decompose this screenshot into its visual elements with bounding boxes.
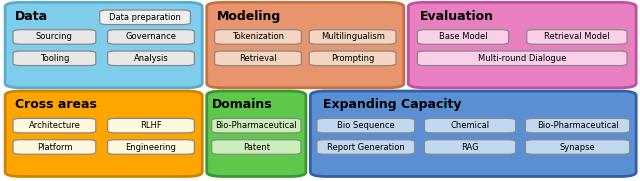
Text: Tokenization: Tokenization: [232, 32, 284, 41]
FancyBboxPatch shape: [317, 140, 415, 154]
FancyBboxPatch shape: [108, 30, 195, 44]
FancyBboxPatch shape: [5, 2, 202, 88]
FancyBboxPatch shape: [108, 140, 195, 154]
FancyBboxPatch shape: [309, 30, 396, 44]
FancyBboxPatch shape: [317, 118, 415, 133]
FancyBboxPatch shape: [309, 51, 396, 66]
FancyBboxPatch shape: [417, 30, 509, 44]
Text: Base Model: Base Model: [438, 32, 487, 41]
FancyBboxPatch shape: [527, 30, 627, 44]
FancyBboxPatch shape: [207, 91, 306, 176]
Text: Multilingualism: Multilingualism: [321, 32, 385, 41]
FancyBboxPatch shape: [13, 51, 96, 66]
Text: Expanding Capacity: Expanding Capacity: [323, 98, 462, 111]
Text: Bio-Pharmaceutical: Bio-Pharmaceutical: [216, 121, 297, 130]
FancyBboxPatch shape: [214, 30, 301, 44]
Text: Data: Data: [15, 10, 48, 22]
FancyBboxPatch shape: [5, 91, 202, 176]
Text: Data preparation: Data preparation: [109, 13, 181, 22]
FancyBboxPatch shape: [13, 30, 96, 44]
FancyBboxPatch shape: [108, 51, 195, 66]
FancyBboxPatch shape: [13, 140, 96, 154]
Text: Sourcing: Sourcing: [36, 32, 73, 41]
FancyBboxPatch shape: [212, 118, 301, 133]
Text: RAG: RAG: [461, 142, 479, 151]
Text: RLHF: RLHF: [140, 121, 162, 130]
Text: Patent: Patent: [243, 142, 270, 151]
Text: Multi-round Dialogue: Multi-round Dialogue: [478, 54, 566, 63]
Text: Modeling: Modeling: [216, 10, 281, 22]
FancyBboxPatch shape: [100, 10, 191, 25]
Text: Governance: Governance: [125, 32, 177, 41]
Text: Analysis: Analysis: [134, 54, 168, 63]
FancyBboxPatch shape: [212, 140, 301, 154]
Text: Retrieval Model: Retrieval Model: [544, 32, 610, 41]
Text: Report Generation: Report Generation: [327, 142, 404, 151]
Text: Cross areas: Cross areas: [15, 98, 97, 111]
FancyBboxPatch shape: [525, 140, 630, 154]
FancyBboxPatch shape: [408, 2, 636, 88]
Text: Architecture: Architecture: [28, 121, 81, 130]
FancyBboxPatch shape: [310, 91, 636, 176]
FancyBboxPatch shape: [214, 51, 301, 66]
Text: Tooling: Tooling: [40, 54, 69, 63]
FancyBboxPatch shape: [424, 140, 516, 154]
FancyBboxPatch shape: [417, 51, 627, 66]
FancyBboxPatch shape: [424, 118, 516, 133]
Text: Platform: Platform: [36, 142, 72, 151]
FancyBboxPatch shape: [207, 2, 404, 88]
Text: Prompting: Prompting: [331, 54, 374, 63]
Text: Bio-Pharmaceutical: Bio-Pharmaceutical: [537, 121, 618, 130]
Text: Retrieval: Retrieval: [239, 54, 276, 63]
FancyBboxPatch shape: [13, 118, 96, 133]
Text: Synapse: Synapse: [559, 142, 595, 151]
Text: Domains: Domains: [212, 98, 272, 111]
Text: Engineering: Engineering: [125, 142, 177, 151]
Text: Chemical: Chemical: [451, 121, 490, 130]
Text: Evaluation: Evaluation: [420, 10, 493, 22]
FancyBboxPatch shape: [108, 118, 195, 133]
FancyBboxPatch shape: [525, 118, 630, 133]
Text: Bio Sequence: Bio Sequence: [337, 121, 395, 130]
